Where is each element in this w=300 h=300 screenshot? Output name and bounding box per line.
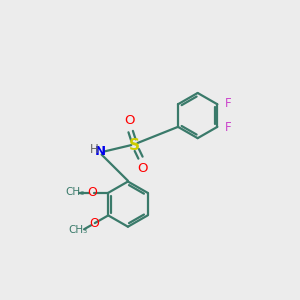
Text: S: S: [129, 138, 140, 153]
Text: O: O: [124, 115, 134, 128]
Text: H: H: [90, 143, 99, 157]
Text: O: O: [89, 217, 99, 230]
Text: O: O: [87, 186, 97, 199]
Text: CH₃: CH₃: [68, 225, 87, 235]
Text: F: F: [225, 122, 231, 134]
Text: CH₃: CH₃: [65, 187, 84, 197]
Text: O: O: [138, 162, 148, 175]
Text: F: F: [225, 97, 231, 110]
Text: N: N: [95, 145, 106, 158]
